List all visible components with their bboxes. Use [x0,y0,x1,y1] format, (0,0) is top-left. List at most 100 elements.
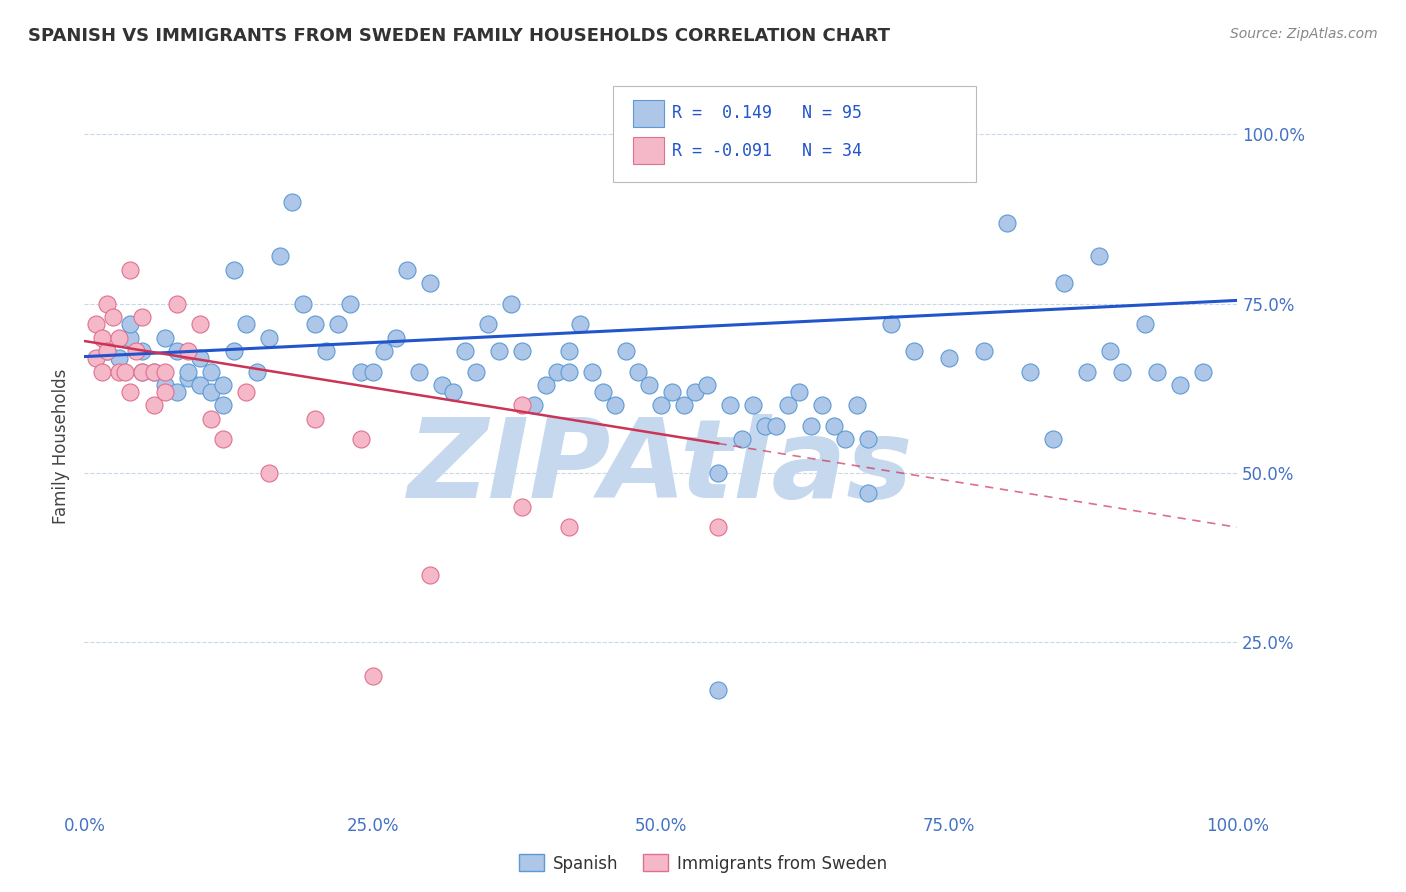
Point [1168,378,1191,392]
Point [650,398,672,412]
Point [188,317,211,331]
Point [142,398,165,412]
Point [304,317,326,331]
Point [754,418,776,433]
Point [1088,249,1111,263]
Point [938,351,960,365]
Point [361,364,384,378]
Point [235,384,257,399]
Point [499,297,522,311]
Point [603,398,626,412]
Point [108,351,131,365]
Point [581,364,603,378]
Point [787,384,810,399]
Point [96,344,118,359]
Point [177,371,200,385]
Point [465,364,488,378]
Point [281,195,304,210]
Point [153,378,176,392]
Point [211,432,233,446]
Point [557,364,579,378]
Point [557,344,579,359]
Point [512,344,534,359]
Point [685,384,707,399]
Point [1042,432,1064,446]
Y-axis label: Family Households: Family Households [52,368,70,524]
Point [200,364,222,378]
Point [534,378,557,392]
Point [142,364,165,378]
Point [903,344,925,359]
Point [880,317,903,331]
Point [408,364,430,378]
Point [995,215,1018,229]
Point [730,432,752,446]
Point [292,297,315,311]
Point [120,263,142,277]
Point [512,398,534,412]
Point [142,364,165,378]
Point [858,432,880,446]
Point [166,297,188,311]
Point [1191,364,1213,378]
Point [269,249,291,263]
Point [246,364,269,378]
Point [707,466,730,480]
Point [224,344,246,359]
Point [811,398,834,412]
Text: SPANISH VS IMMIGRANTS FROM SWEDEN FAMILY HOUSEHOLDS CORRELATION CHART: SPANISH VS IMMIGRANTS FROM SWEDEN FAMILY… [28,27,890,45]
Point [557,520,579,534]
Point [973,344,995,359]
Point [257,331,280,345]
Point [339,297,361,311]
Point [304,412,326,426]
Point [627,364,650,378]
Point [546,364,568,378]
Point [84,351,107,365]
Point [512,500,534,514]
Point [188,378,211,392]
Point [776,398,799,412]
Point [845,398,868,412]
Point [211,398,233,412]
Point [131,364,153,378]
Point [200,384,222,399]
Point [488,344,510,359]
Point [661,384,683,399]
Point [718,398,741,412]
Point [131,364,153,378]
Point [326,317,349,331]
Text: R = -0.091   N = 34: R = -0.091 N = 34 [672,142,862,160]
Point [361,669,384,683]
Text: R =  0.149   N = 95: R = 0.149 N = 95 [672,104,862,122]
Point [707,682,730,697]
Point [114,364,136,378]
Legend: Spanish, Immigrants from Sweden: Spanish, Immigrants from Sweden [513,847,893,880]
Point [84,317,107,331]
Point [188,351,211,365]
Point [103,310,124,325]
Point [696,378,718,392]
Point [120,317,142,331]
Point [1111,364,1133,378]
Point [419,567,441,582]
Point [1146,364,1168,378]
Point [120,331,142,345]
Point [235,317,257,331]
Point [396,263,419,277]
Point [90,364,112,378]
Point [200,412,222,426]
Point [1076,364,1098,378]
Point [211,378,233,392]
Point [1099,344,1122,359]
Text: Source: ZipAtlas.com: Source: ZipAtlas.com [1230,27,1378,41]
Point [350,364,373,378]
Point [430,378,453,392]
Point [131,344,153,359]
Point [166,344,188,359]
Point [131,310,153,325]
Point [742,398,765,412]
Point [257,466,280,480]
Point [672,398,695,412]
Point [523,398,546,412]
